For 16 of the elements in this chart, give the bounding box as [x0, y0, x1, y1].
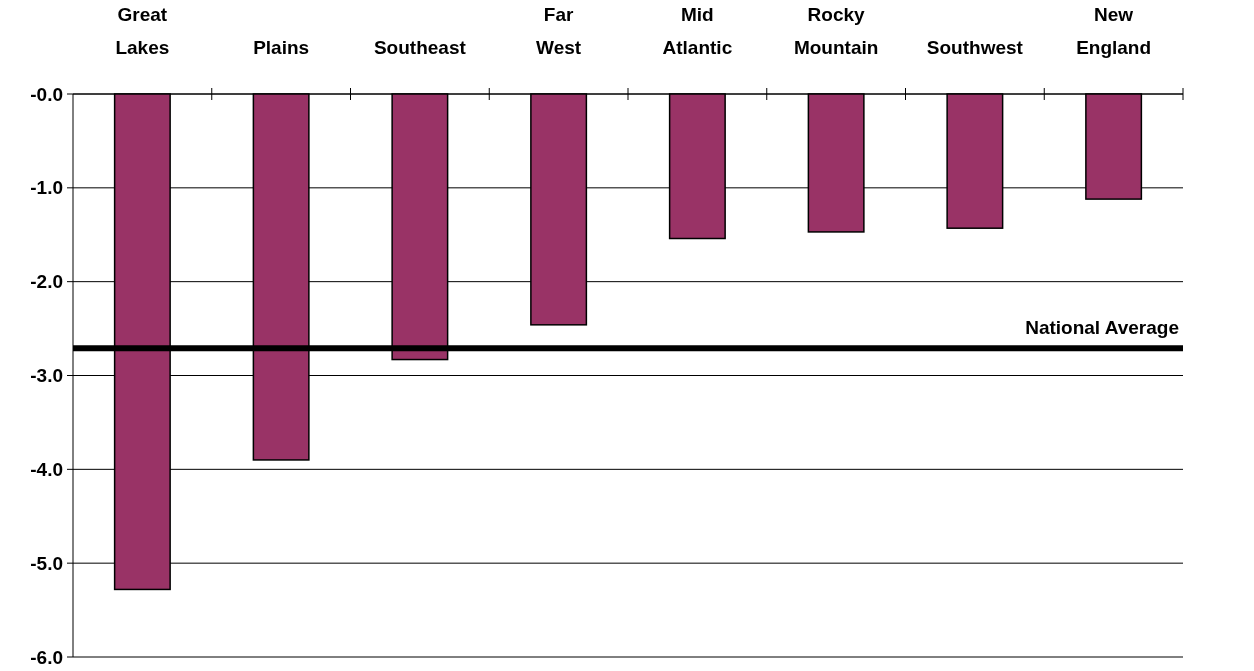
x-tick-label: Southwest [926, 37, 1024, 58]
ref-line-label: National Average [1025, 317, 1179, 339]
x-tick-label: Plains [253, 37, 310, 58]
x-tick-label: Rocky Mountain [793, 4, 879, 58]
y-tick-label: -5.0 [30, 552, 63, 574]
x-tick-label: Far West [536, 4, 582, 58]
y-tick-label: -0.0 [30, 83, 63, 105]
y-tick-label: -4.0 [30, 458, 63, 480]
x-tick-label: New England [1076, 4, 1152, 58]
x-tick-label: Great Lakes [115, 4, 170, 58]
y-tick-label: -1.0 [30, 177, 63, 199]
y-tick-label: -3.0 [30, 365, 63, 387]
y-tick-label: -2.0 [30, 271, 63, 293]
x-tick-label: Mid Atlantic [662, 4, 733, 58]
y-tick-label: -6.0 [30, 646, 63, 668]
x-tick-label: Southeast [373, 37, 467, 58]
